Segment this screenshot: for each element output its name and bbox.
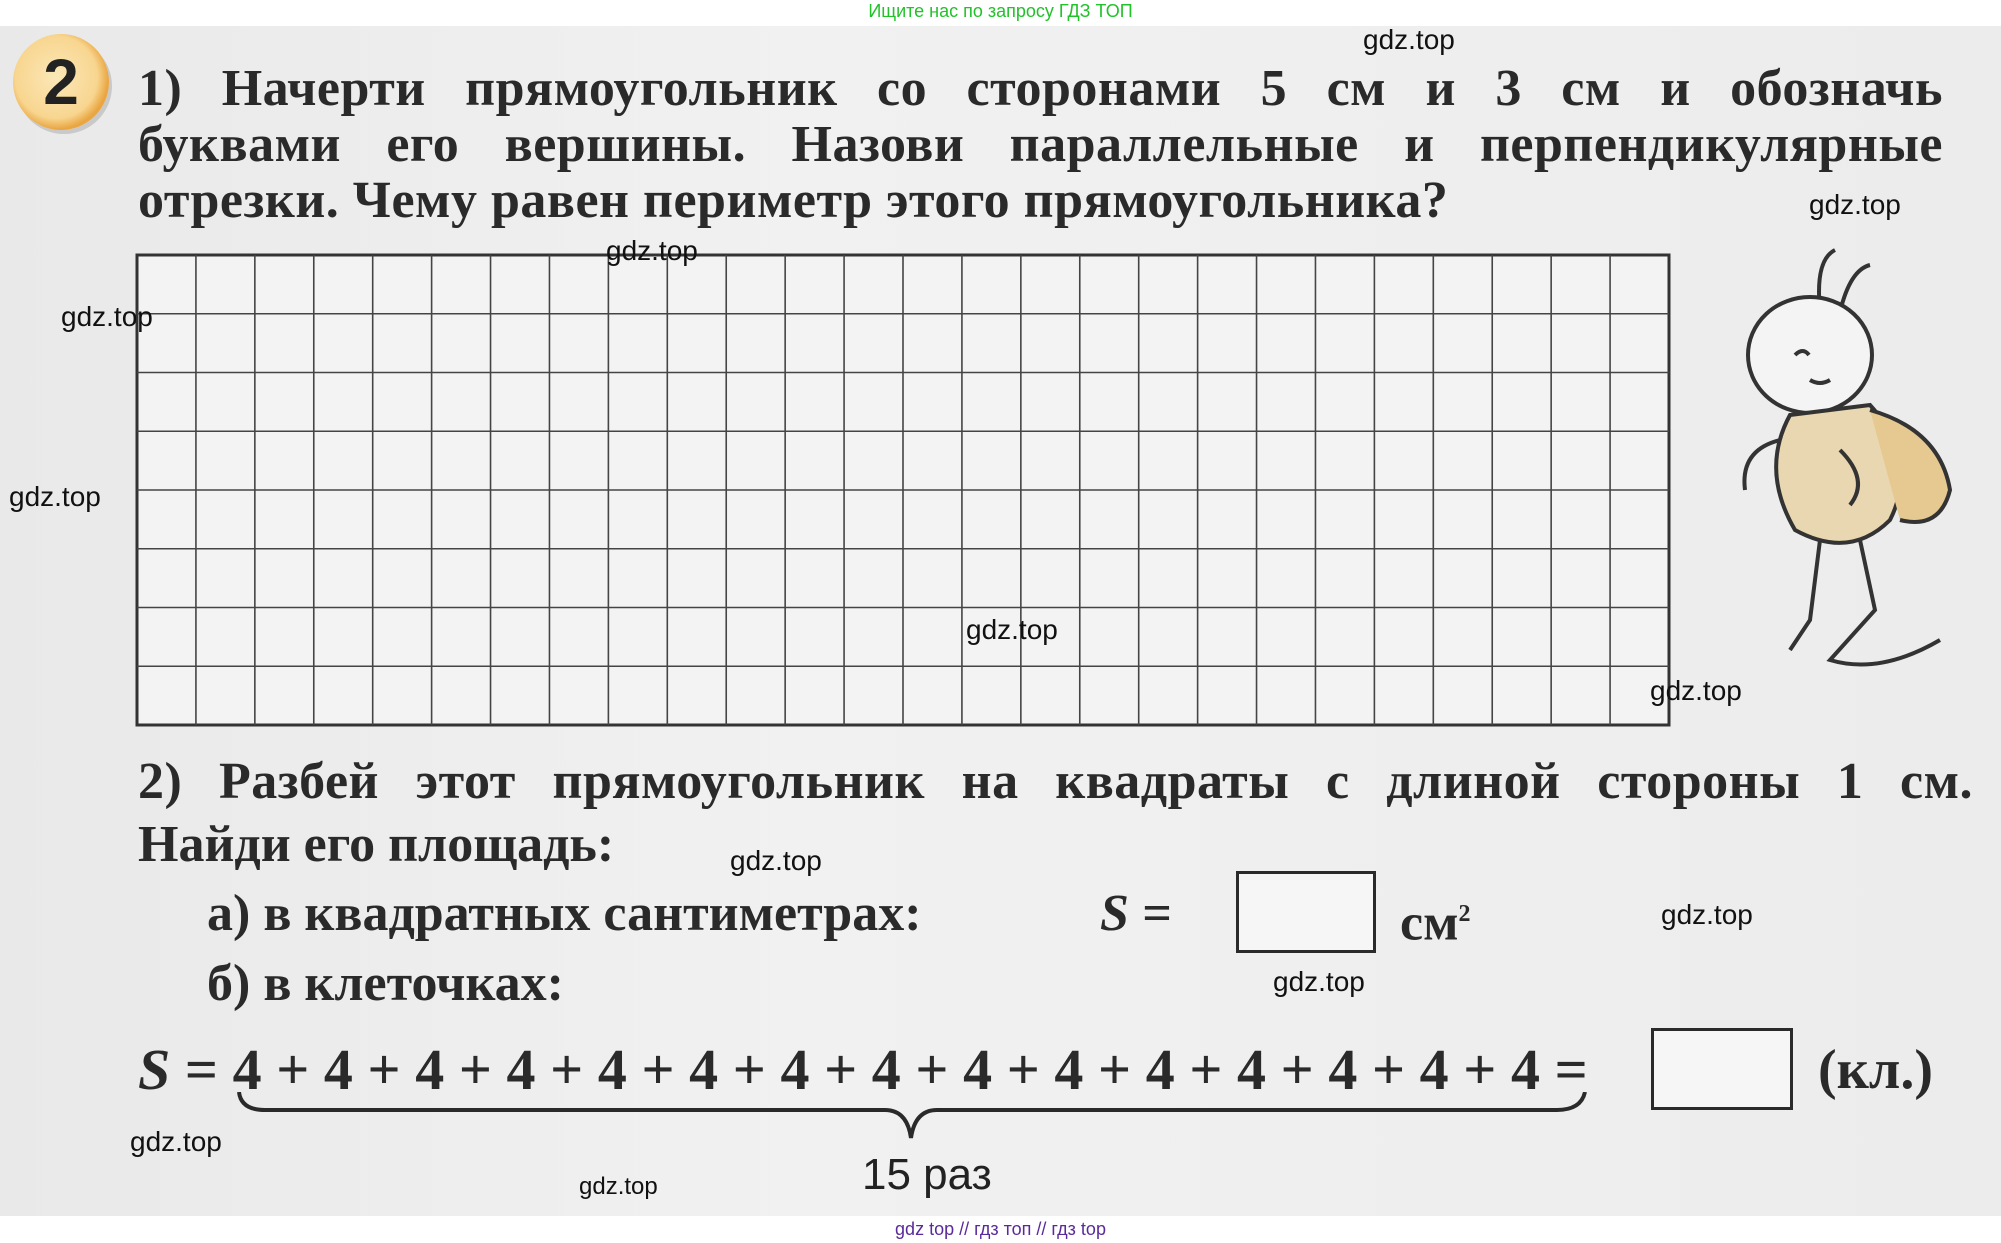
plus-sign: + bbox=[458, 1036, 492, 1102]
item-b-label: б) в клеточках: bbox=[207, 955, 564, 1012]
plus-sign: + bbox=[641, 1036, 675, 1102]
equation-term: 4 bbox=[232, 1036, 262, 1102]
equation-term: 4 bbox=[1145, 1036, 1175, 1102]
watermark: gdz.top bbox=[1363, 24, 1455, 55]
equation-term: 4 bbox=[597, 1036, 627, 1102]
plus-sign: + bbox=[1371, 1036, 1406, 1102]
item-a-formula: S = bbox=[1100, 885, 1172, 942]
item-a-unit: см2 bbox=[1400, 884, 1471, 953]
equals-sign: = bbox=[184, 1036, 218, 1102]
cartoon-character-illustration bbox=[1742, 248, 1953, 667]
watermark: gdz.top bbox=[130, 1126, 222, 1157]
equation-term: 4 bbox=[1328, 1036, 1358, 1102]
plus-sign: + bbox=[1463, 1036, 1497, 1102]
task-number-badge: 2 bbox=[13, 34, 109, 130]
plus-sign: + bbox=[824, 1036, 858, 1102]
cells-unit: (кл.) bbox=[1818, 1039, 1933, 1101]
equation-term: 4 bbox=[963, 1036, 993, 1102]
equation-term: 4 bbox=[415, 1036, 445, 1102]
brace-label: 15 раз bbox=[862, 1150, 992, 1199]
watermark: gdz.top bbox=[606, 235, 698, 266]
sum-equation: S = 4 +4 +4 +4 +4 +4 +4 +4 +4 +4 +4 +4 +4 +4 +4 = bbox=[138, 1034, 1588, 1104]
plus-sign: + bbox=[1189, 1036, 1223, 1102]
equation-term: 4 bbox=[506, 1036, 536, 1102]
plus-sign: + bbox=[367, 1036, 401, 1102]
unit-superscript: 2 bbox=[1458, 901, 1471, 927]
watermark: gdz.top bbox=[1661, 899, 1753, 930]
plus-sign: + bbox=[1006, 1036, 1040, 1102]
search-banner: Ищите нас по запросу ГДЗ ТОП bbox=[868, 1, 1133, 21]
watermark: gdz.top bbox=[966, 614, 1058, 645]
task-part2-line-2: Найди его площадь: bbox=[138, 816, 615, 873]
brace bbox=[237, 1092, 1587, 1139]
plus-sign: + bbox=[732, 1036, 766, 1102]
equation-term: 4 bbox=[1237, 1036, 1267, 1102]
footer-links: gdz top // гдз топ // гдз top bbox=[895, 1219, 1106, 1239]
area-cells-answer-box[interactable] bbox=[1651, 1028, 1793, 1110]
task-text-line-1: 1) Начерти прямоугольник со сторонами 5 … bbox=[138, 60, 1943, 117]
plus-sign: + bbox=[915, 1036, 949, 1102]
equation-term: 4 bbox=[1510, 1036, 1540, 1102]
watermark: gdz.top bbox=[9, 481, 101, 512]
equation-lhs: S bbox=[138, 1036, 171, 1102]
equation-term: 4 bbox=[871, 1036, 901, 1102]
task-part2-line-1: 2) Разбей этот прямоугольник на квадраты… bbox=[138, 753, 1973, 810]
plus-sign: + bbox=[550, 1036, 584, 1102]
drawing-grid[interactable] bbox=[135, 253, 1671, 727]
equation-term: 4 bbox=[780, 1036, 810, 1102]
item-a-label: а) в квадратных сантиметрах: bbox=[207, 885, 922, 942]
watermark: gdz.top bbox=[1809, 189, 1901, 220]
equation-term: 4 bbox=[323, 1036, 353, 1102]
area-cm-answer-box[interactable] bbox=[1236, 871, 1376, 953]
watermark: gdz.top bbox=[730, 845, 822, 876]
watermark: gdz.top bbox=[579, 1173, 658, 1200]
equation-term: 4 bbox=[689, 1036, 719, 1102]
unit-cm: см bbox=[1400, 894, 1459, 952]
watermark: gdz.top bbox=[1650, 675, 1742, 706]
plus-sign: + bbox=[1280, 1036, 1314, 1102]
equation-term: 4 bbox=[1419, 1036, 1449, 1102]
equals-sign: = bbox=[1554, 1036, 1588, 1102]
watermark: gdz.top bbox=[1273, 966, 1365, 997]
task-text-line-3: отрезки. Чему равен периметр этого прямо… bbox=[138, 172, 1449, 229]
equation-term: 4 bbox=[1054, 1036, 1084, 1102]
task-text-line-2: буквами его вершины. Назови параллельные… bbox=[138, 116, 1943, 173]
plus-sign: + bbox=[276, 1036, 310, 1102]
watermark: gdz.top bbox=[61, 301, 153, 332]
plus-sign: + bbox=[1098, 1036, 1132, 1102]
